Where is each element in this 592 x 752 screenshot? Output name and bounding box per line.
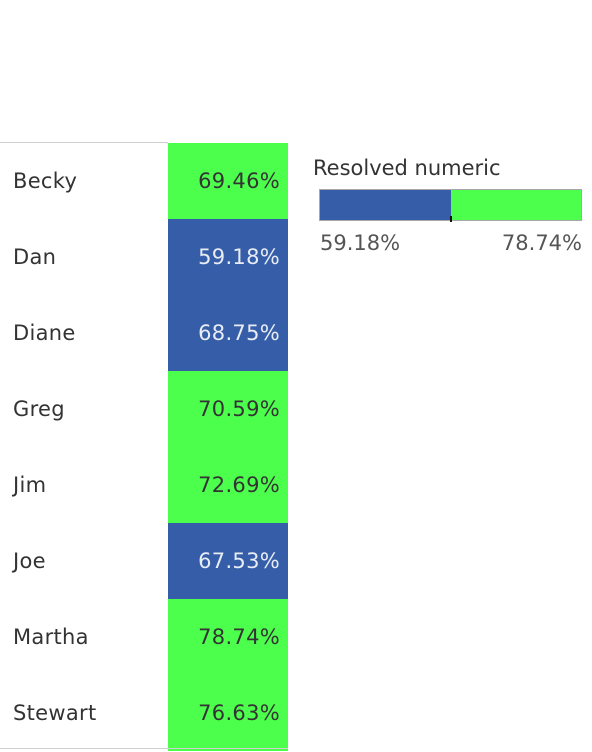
value-cell[interactable]: 69.46% [168,143,288,219]
legend-low-segment [320,190,452,220]
table-row[interactable]: Dan 59.18% [0,219,288,295]
table-row[interactable]: Stewart 76.63% [0,675,288,751]
value-label: 76.63% [198,701,280,725]
row-label: Diane [13,321,76,345]
color-legend-bar[interactable] [319,189,582,222]
value-label: 68.75% [198,321,280,345]
table-row[interactable]: Diane 68.75% [0,295,288,371]
legend-threshold-tick [450,216,453,222]
legend-max-label: 78.74% [501,231,582,255]
row-label: Joe [13,549,46,573]
table-row[interactable]: Becky 69.46% [0,143,288,219]
table-bottom-border [0,748,288,749]
value-cell[interactable]: 68.75% [168,295,288,371]
row-label: Becky [13,169,78,193]
value-label: 67.53% [198,549,280,573]
table-row[interactable]: Greg 70.59% [0,371,288,447]
table-row[interactable]: Joe 67.53% [0,523,288,599]
highlight-table: Becky 69.46% Dan 59.18% Diane 68.75% Greg 70.59… [0,143,288,751]
value-cell[interactable]: 59.18% [168,219,288,295]
row-label: Greg [13,397,65,421]
row-label: Jim [13,473,47,497]
value-label: 69.46% [198,169,280,193]
table-row[interactable]: Jim 72.69% [0,447,288,523]
value-cell[interactable]: 72.69% [168,447,288,523]
value-label: 59.18% [198,245,280,269]
value-cell[interactable]: 67.53% [168,523,288,599]
value-label: 70.59% [198,397,280,421]
value-label: 78.74% [198,625,280,649]
row-label: Dan [13,245,57,269]
row-label: Stewart [13,701,97,725]
table-row[interactable]: Martha 78.74% [0,599,288,675]
legend-title: Resolved numeric [313,156,501,180]
table-top-border [0,142,168,143]
value-cell[interactable]: 78.74% [168,599,288,675]
row-label: Martha [13,625,89,649]
value-label: 72.69% [198,473,280,497]
legend-min-label: 59.18% [320,231,401,255]
value-cell[interactable]: 76.63% [168,675,288,751]
value-cell[interactable]: 70.59% [168,371,288,447]
